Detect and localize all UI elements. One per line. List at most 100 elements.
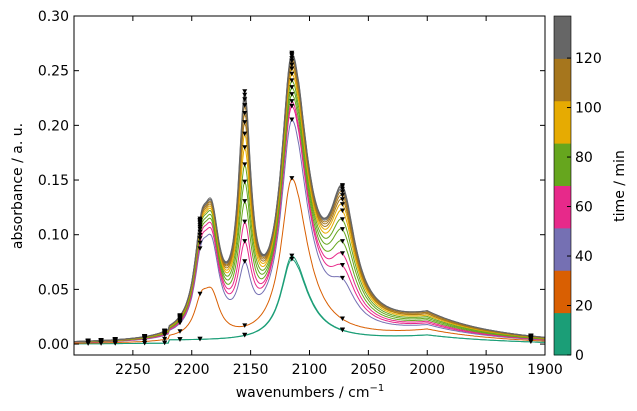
peak-marker (162, 336, 168, 342)
peak-marker (162, 328, 168, 334)
peak-marker (339, 202, 345, 207)
peak-marker (197, 216, 203, 222)
peak-marker (197, 233, 203, 238)
x-tick-label: 2250 (115, 362, 151, 378)
peak-marker (289, 92, 295, 97)
peak-marker (177, 329, 183, 334)
peak-marker (339, 316, 345, 322)
peak-marker (339, 227, 345, 232)
peak-marker (339, 197, 345, 202)
y-tick-label: 0.25 (38, 64, 69, 80)
peak-marker (242, 219, 248, 225)
peak-marker (289, 85, 295, 90)
peak-marker (289, 253, 295, 259)
peak-marker (339, 189, 345, 195)
peak-marker (289, 99, 295, 104)
peak-marker (289, 176, 295, 181)
colorbar-tick-label: 80 (575, 150, 593, 166)
peak-marker (112, 337, 118, 342)
peak-marker (177, 313, 183, 318)
peak-marker (289, 56, 295, 61)
spectrum-series-3 (74, 119, 545, 343)
spectrum-series-8 (74, 80, 545, 343)
x-tick-label: 2200 (174, 362, 210, 378)
y-tick-label: 0.10 (38, 228, 69, 244)
peak-marker (339, 217, 345, 222)
y-axis-label: absorbance / a. u. (10, 123, 26, 249)
colorbar-label: time / min (612, 150, 628, 222)
y-tick-label: 0.20 (38, 118, 69, 134)
peak-marker (242, 259, 248, 264)
peak-marker (242, 92, 248, 98)
colorbar: 0 20 40 60 80 100 120 (553, 15, 602, 364)
spectrum-series-2 (74, 177, 545, 344)
peak-marker (197, 246, 203, 251)
peak-marker (177, 337, 183, 342)
peak-marker (197, 291, 203, 297)
y-tick-label: 0.30 (38, 9, 69, 25)
colorbar-tick-label: 40 (575, 249, 593, 265)
x-axis: 2250 2200 2150 2100 2050 2000 1950 1900 (115, 16, 563, 378)
peak-markers (85, 50, 534, 346)
colorbar-band (554, 227, 571, 271)
peak-marker (242, 97, 248, 102)
peak-marker (242, 332, 248, 338)
colorbar-frame (553, 15, 572, 356)
peak-marker (339, 186, 345, 192)
spectrum-series-16 (74, 52, 545, 342)
peak-marker (98, 337, 104, 343)
peak-marker (339, 183, 345, 188)
x-tick-label: 2100 (292, 362, 328, 378)
colorbar-band (554, 58, 571, 102)
colorbar-band (554, 312, 571, 356)
y-axis: 0.00 0.05 0.10 0.15 0.20 0.25 0.30 (38, 9, 545, 353)
spectrum-curves (74, 52, 545, 345)
peak-marker (289, 103, 295, 109)
peak-marker (339, 263, 345, 268)
y-tick-label: 0.05 (38, 282, 69, 298)
spectrum-series-5 (74, 100, 545, 343)
peak-marker (242, 120, 248, 125)
peak-marker (162, 340, 168, 346)
colorbar-tick-label: 100 (575, 101, 602, 117)
x-tick-label: 1950 (468, 362, 504, 378)
peak-marker (242, 239, 248, 244)
y-tick-label: 0.15 (38, 173, 69, 189)
x-axis-label: wavenumbers / cm−1 (236, 383, 385, 401)
peak-marker (85, 338, 91, 344)
peak-marker (289, 50, 295, 56)
peak-marker (339, 275, 345, 281)
peak-marker (242, 110, 248, 116)
peak-marker (339, 327, 345, 332)
peak-marker (289, 71, 295, 77)
x-tick-label: 2150 (233, 362, 269, 378)
x-tick-label: 2050 (351, 362, 387, 378)
peak-marker (289, 117, 295, 122)
peak-marker (339, 208, 345, 214)
peak-marker (242, 131, 248, 137)
x-axis-label-text: wavenumbers / cm (236, 385, 370, 401)
peak-marker (289, 256, 295, 262)
peak-marker (197, 240, 203, 246)
colorbar-band (554, 143, 571, 186)
spectrum-series-1 (74, 255, 545, 345)
peak-marker (339, 251, 345, 256)
peak-marker (242, 145, 248, 150)
peak-marker (289, 78, 295, 83)
peak-marker (242, 89, 248, 94)
peak-marker (528, 333, 534, 338)
peak-marker (242, 162, 248, 167)
x-tick-label: 2000 (409, 362, 445, 378)
peak-marker (339, 239, 345, 244)
colorbar-tick-label: 20 (575, 299, 593, 315)
spectrum-series-4 (74, 105, 545, 343)
peak-marker (289, 66, 295, 72)
peak-marker (242, 103, 248, 108)
y-tick-label: 0.00 (38, 337, 69, 353)
peak-marker (142, 334, 148, 339)
colorbar-tick-label: 0 (575, 348, 584, 364)
colorbar-band (554, 185, 571, 229)
peak-marker (242, 323, 248, 328)
peak-marker (197, 229, 203, 235)
